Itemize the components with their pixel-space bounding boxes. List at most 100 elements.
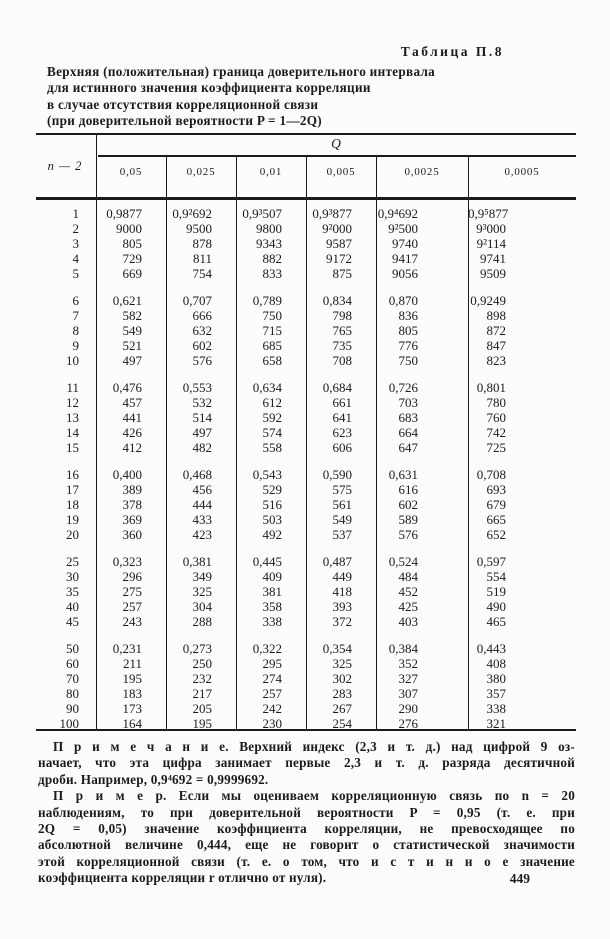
row-n-value: 5 [72, 266, 80, 281]
table-cell: 0,384 [388, 641, 418, 656]
table-cell: 349 [192, 569, 213, 584]
table-cell: 805 [398, 323, 419, 338]
row-n-value: 16 [66, 467, 79, 482]
table-row: 30 296 349 409 449 484 554 [36, 569, 576, 584]
table-cell: 606 [332, 440, 353, 455]
column-headers: 0,05 0,025 0,01 0,005 0,0025 0,0005 [96, 166, 576, 178]
table-cell: 173 [122, 701, 143, 716]
row-group: 1 0,9877 0,9²692 0,9³507 0,9³877 0,9⁴692 0,9⁵8… [36, 206, 576, 281]
table-cell: 250 [192, 656, 213, 671]
column-header: 0,01 [259, 166, 283, 178]
table-cell: 754 [192, 266, 213, 281]
table-cell: 9500 [186, 221, 212, 236]
table-cell: 352 [398, 656, 419, 671]
table-cell: 497 [122, 353, 143, 368]
table-cell: 529 [262, 482, 283, 497]
table-cell: 441 [122, 410, 143, 425]
table-cell: 0,9249 [470, 293, 506, 308]
table-body: 1 0,9877 0,9²692 0,9³507 0,9³877 0,9⁴692 0,9⁵8… [36, 200, 576, 731]
table-cell: 0,634 [252, 380, 282, 395]
table-cell: 0,354 [322, 641, 352, 656]
table-cell: 9343 [256, 236, 282, 251]
table-row: 11 0,476 0,553 0,634 0,684 0,726 0,801 [36, 380, 576, 395]
note-line: коэффициента корреляции r отлично от нул… [38, 870, 327, 886]
table-rule-vertical [468, 156, 470, 729]
row-group: 50 0,231 0,273 0,322 0,354 0,384 0,443 60 211 250… [36, 641, 576, 731]
table-cell: 0,9⁵877 [468, 206, 509, 221]
column-header: 0,0005 [504, 166, 540, 178]
row-n-value: 90 [66, 701, 79, 716]
confidence-bounds-table: n — 2 Q 0,05 0,025 0,01 0,005 0,0025 0,0005 1… [36, 133, 576, 731]
column-header: 0,05 [119, 166, 143, 178]
row-n-value: 3 [72, 236, 80, 251]
table-cell: 575 [332, 482, 353, 497]
table-caption: Верхняя (положительная) граница доверите… [47, 64, 435, 129]
table-cell: 0,553 [182, 380, 212, 395]
table-row: 35 275 325 381 418 452 519 [36, 584, 576, 599]
table-cell: 898 [486, 308, 507, 323]
row-n-value: 10 [66, 353, 79, 368]
table-cell: 0,834 [322, 293, 352, 308]
table-cell: 369 [122, 512, 143, 527]
table-cell: 602 [398, 497, 419, 512]
table-cell: 482 [192, 440, 213, 455]
table-cell: 574 [262, 425, 283, 440]
table-cell: 257 [122, 599, 143, 614]
table-cell: 582 [122, 308, 143, 323]
row-n-value: 15 [66, 440, 79, 455]
caption-line: Верхняя (положительная) граница доверите… [47, 64, 436, 79]
table-row: 45 243 288 338 372 403 465 [36, 614, 576, 629]
q-column-group-header: Q [331, 136, 341, 151]
column-header: 0,025 [186, 166, 216, 178]
table-cell: 0,381 [182, 554, 212, 569]
table-cell: 490 [486, 599, 507, 614]
table-cell: 205 [192, 701, 213, 716]
table-cell: 360 [122, 527, 143, 542]
table-cell: 666 [192, 308, 213, 323]
table-cell: 211 [122, 656, 142, 671]
table-cell: 521 [122, 338, 143, 353]
table-rule-vertical [236, 156, 238, 729]
row-n-value: 13 [66, 410, 79, 425]
row-n-value: 30 [66, 569, 79, 584]
table-cell: 325 [192, 584, 213, 599]
table-rule-bottom [36, 729, 576, 731]
note-line: П р и м е р. Если мы оцениваем корреляци… [53, 788, 575, 804]
table-cell: 389 [122, 482, 143, 497]
table-cell: 647 [398, 440, 419, 455]
table-rule-vertical [96, 135, 98, 729]
table-cell: 641 [332, 410, 353, 425]
table-cell: 602 [192, 338, 213, 353]
row-n-value: 12 [66, 395, 79, 410]
table-cell: 290 [398, 701, 419, 716]
table-cell: 0,597 [476, 554, 506, 569]
table-cell: 275 [122, 584, 143, 599]
table-cell: 0,487 [322, 554, 352, 569]
table-row: 20 360 423 492 537 576 652 [36, 527, 576, 542]
table-cell: 9740 [392, 236, 418, 251]
table-cell: 9417 [392, 251, 418, 266]
table-cell: 549 [122, 323, 143, 338]
table-cell: 9056 [392, 266, 418, 281]
row-group: 16 0,400 0,468 0,543 0,590 0,631 0,708 17 389 456… [36, 467, 576, 542]
table-cell: 325 [332, 656, 353, 671]
table-cell: 0,9³877 [312, 206, 352, 221]
table-cell: 372 [332, 614, 353, 629]
note-line: П р и м е ч а н и е. Верхний индекс (2,3… [53, 739, 575, 754]
row-n-value: 7 [72, 308, 80, 323]
table-cell: 288 [192, 614, 213, 629]
table-cell: 760 [486, 410, 507, 425]
caption-line: (при доверительной вероятности P = 1—2Q) [47, 112, 322, 128]
note-line: наблюдениям, то при доверительной вероят… [38, 804, 575, 820]
table-cell: 878 [192, 236, 213, 251]
caption-line: в случае отсутствия корреляционной связи [47, 96, 319, 112]
table-cell: 0,621 [112, 293, 142, 308]
table-cell: 276 [398, 716, 419, 731]
page-number: 449 [509, 871, 530, 886]
table-cell: 9800 [256, 221, 282, 236]
table-rule-vertical [306, 156, 308, 729]
caption-line: для истинного значения коэффициента корр… [47, 80, 371, 96]
table-number-label: Таблица П.8 [400, 44, 504, 59]
table-cell: 304 [192, 599, 213, 614]
row-n-value: 50 [66, 641, 79, 656]
